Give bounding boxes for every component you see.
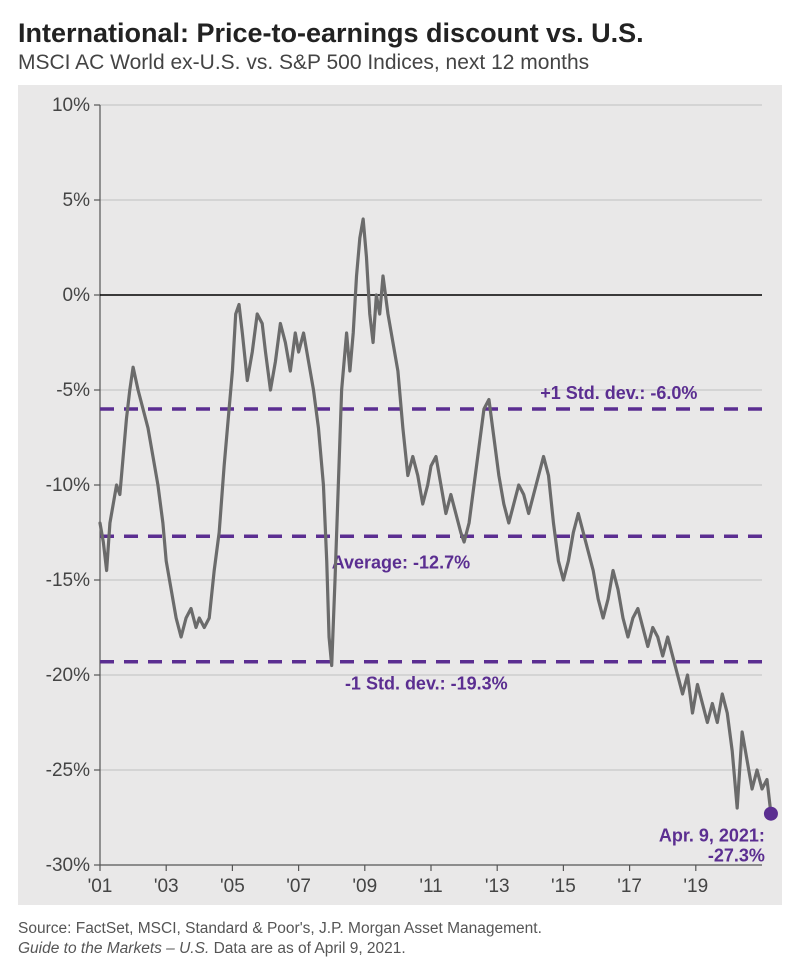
- svg-text:'17: '17: [617, 876, 642, 897]
- svg-text:-10%: -10%: [46, 475, 90, 496]
- svg-text:'11: '11: [419, 876, 442, 897]
- svg-text:-27.3%: -27.3%: [708, 846, 765, 866]
- svg-text:0%: 0%: [63, 285, 91, 306]
- svg-text:-5%: -5%: [56, 380, 90, 401]
- footer-rest: Data are as of April 9, 2021.: [209, 940, 405, 957]
- svg-text:-20%: -20%: [46, 665, 90, 686]
- svg-text:-30%: -30%: [46, 855, 90, 876]
- svg-text:'15: '15: [551, 876, 576, 897]
- svg-text:Apr. 9, 2021:: Apr. 9, 2021:: [659, 826, 765, 846]
- svg-text:'09: '09: [352, 876, 377, 897]
- svg-text:-25%: -25%: [46, 760, 90, 781]
- footer-italic: Guide to the Markets – U.S.: [18, 940, 209, 957]
- svg-text:Average: -12.7%: Average: -12.7%: [332, 552, 470, 572]
- line-chart-svg: -30% -25% -20% -15% -10% -5% 0% 5% 10% '01 '03 '05 '…: [18, 85, 782, 905]
- svg-text:-15%: -15%: [46, 570, 90, 591]
- svg-text:'03: '03: [154, 876, 179, 897]
- svg-text:5%: 5%: [63, 190, 91, 211]
- svg-text:10%: 10%: [52, 95, 90, 116]
- svg-text:'01: '01: [88, 876, 113, 897]
- svg-text:'19: '19: [683, 876, 708, 897]
- chart-area: -30% -25% -20% -15% -10% -5% 0% 5% 10% '01 '03 '05 '…: [18, 85, 782, 905]
- chart-title: International: Price-to-earnings discoun…: [18, 18, 782, 49]
- footer-line2: Guide to the Markets – U.S. Data are as …: [18, 939, 782, 959]
- svg-text:+1 Std. dev.: -6.0%: +1 Std. dev.: -6.0%: [540, 383, 697, 403]
- source-footer: Source: FactSet, MSCI, Standard & Poor's…: [18, 919, 782, 959]
- svg-text:'05: '05: [220, 876, 245, 897]
- svg-text:'13: '13: [485, 876, 510, 897]
- page: International: Price-to-earnings discoun…: [0, 0, 800, 974]
- svg-text:-1 Std. dev.: -19.3%: -1 Std. dev.: -19.3%: [345, 674, 508, 694]
- svg-text:'07: '07: [286, 876, 311, 897]
- chart-subtitle: MSCI AC World ex-U.S. vs. S&P 500 Indice…: [18, 51, 782, 75]
- footer-line1: Source: FactSet, MSCI, Standard & Poor's…: [18, 919, 782, 939]
